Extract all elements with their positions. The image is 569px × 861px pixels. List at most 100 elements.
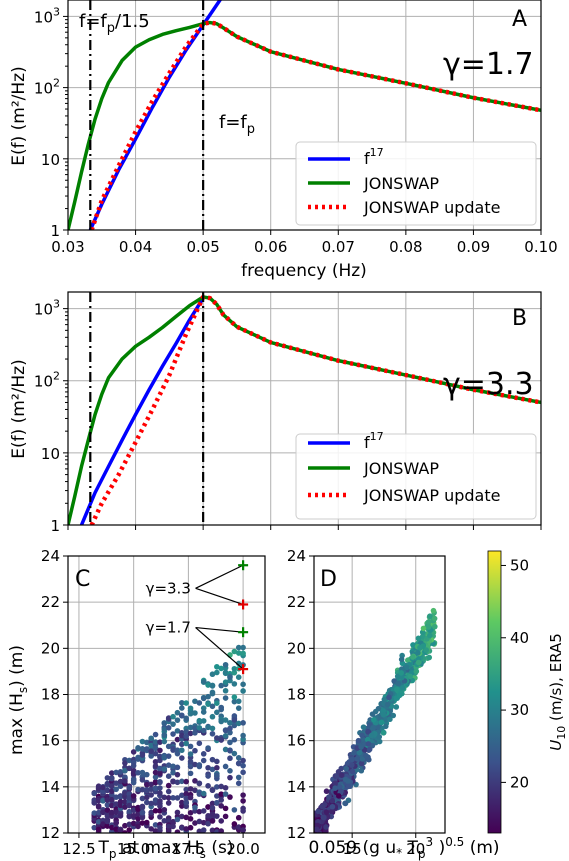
- scatter-point: [214, 669, 220, 676]
- scatter-point: [135, 769, 141, 776]
- xlabel-d: 0.059 (g u* Tp3 )0.5 (m): [308, 835, 499, 861]
- y-tick-label: 10: [41, 151, 60, 169]
- scatter-point: [135, 806, 141, 812]
- scatter-point: [113, 794, 119, 800]
- scatter-point: [95, 783, 102, 790]
- scatter-point: [227, 725, 233, 732]
- scatter-point: [148, 809, 154, 816]
- y-tick-label: 24: [41, 547, 60, 565]
- scatter-point: [209, 766, 216, 773]
- scatter-point: [200, 808, 207, 814]
- axes-frame-b: [67, 291, 542, 526]
- scatter-point: [222, 746, 229, 753]
- scatter-point: [200, 727, 207, 734]
- scatter-point: [240, 720, 246, 726]
- scatter-point: [222, 805, 229, 812]
- x-tick-label: 0.09: [457, 238, 490, 256]
- scatter-point: [104, 797, 111, 803]
- scatter-point: [91, 800, 98, 806]
- scatter-point: [231, 694, 238, 700]
- scatter-point: [126, 802, 133, 809]
- scatter-point: [183, 826, 189, 832]
- scatter-point: [157, 790, 163, 796]
- scatter-point: [205, 804, 211, 810]
- scatter-point: [222, 727, 229, 734]
- scatter-point: [214, 829, 220, 833]
- scatter-point: [196, 740, 203, 747]
- scatter-point: [161, 732, 168, 738]
- scatter-point: [157, 808, 163, 814]
- scatter-point: [108, 824, 115, 831]
- scatter-point: [139, 746, 146, 752]
- scatter-point: [113, 780, 119, 786]
- y-tick-label: 103: [34, 298, 60, 319]
- scatter-point: [231, 722, 238, 729]
- scatter-point: [349, 768, 356, 775]
- x-tick-label: 0.08: [389, 238, 422, 256]
- scatter-point: [148, 748, 154, 755]
- scatter-point: [209, 682, 216, 689]
- scatter-point: [122, 804, 128, 810]
- scatter-point: [100, 821, 106, 827]
- scatter-point: [430, 607, 437, 614]
- scatter-point: [240, 644, 246, 651]
- scatter-point: [165, 762, 172, 768]
- ticks-c: 12.5 15.0 17.5 20.0 12 14 16 18 20 22 24: [41, 547, 260, 858]
- scatter-point: [342, 800, 349, 807]
- scatter-point: [170, 731, 176, 737]
- x-tick-label: 0.04: [119, 238, 152, 256]
- scatter-point: [235, 644, 242, 651]
- scatter-point: [170, 818, 176, 825]
- scatter-point: [427, 613, 433, 619]
- y-tick-label: 22: [287, 593, 306, 611]
- colorbar-gradient: [487, 550, 502, 834]
- scatter-point: [218, 682, 225, 689]
- scatter-point: [122, 830, 128, 833]
- scatter-point: [332, 780, 338, 787]
- scatter-point: [200, 705, 207, 711]
- scatter-point: [431, 615, 438, 622]
- scatter-point: [363, 752, 369, 759]
- scatter-point: [152, 731, 159, 738]
- scatter-point: [170, 823, 176, 830]
- scatter-point: [323, 788, 330, 795]
- scatter-point: [354, 755, 361, 762]
- scatter-point: [139, 814, 146, 821]
- panel-d: 15 20 12 14 16 18 20 22 24 D 0.059 (g u* Tp3 )0.…: [287, 547, 500, 861]
- scatter-point: [165, 823, 172, 830]
- scatter-point: [157, 739, 163, 745]
- series-b: [68, 292, 541, 525]
- scatter-point: [179, 741, 185, 748]
- scatter-point: [227, 768, 233, 774]
- scatter-point: [152, 807, 159, 814]
- scatter-point: [183, 795, 189, 802]
- scatter-point: [415, 635, 422, 642]
- legend-b-jonswap: JONSWAP: [363, 459, 439, 478]
- scatter-point: [231, 807, 238, 813]
- scatter-point: [200, 679, 207, 685]
- scatter-point: [126, 757, 133, 764]
- scatter-point: [126, 821, 133, 828]
- scatter-point: [222, 687, 229, 694]
- scatter-point: [200, 751, 207, 757]
- scatter-point: [214, 709, 220, 716]
- scatter-point: [170, 721, 176, 727]
- panel-b: 1 10 102 103 B γ=3.3 E(f) (m²/Hz) f17 JONSW…: [9, 291, 542, 535]
- scatter-point: [130, 776, 137, 782]
- scatter-c: [91, 644, 246, 833]
- scatter-point: [104, 802, 111, 808]
- scatter-point: [139, 803, 146, 810]
- scatter-point: [415, 659, 422, 666]
- gamma-annotation-arrow: [195, 564, 244, 589]
- scatter-point: [332, 785, 338, 792]
- scatter-point: [91, 810, 98, 816]
- scatter-point: [425, 624, 432, 630]
- scatter-point: [222, 661, 229, 668]
- gamma-annotation-arrow: [195, 627, 244, 670]
- scatter-point: [165, 795, 172, 801]
- scatter-point: [200, 718, 207, 724]
- scatter-point: [187, 743, 194, 750]
- scatter-point: [205, 764, 211, 771]
- scatter-point: [179, 732, 185, 739]
